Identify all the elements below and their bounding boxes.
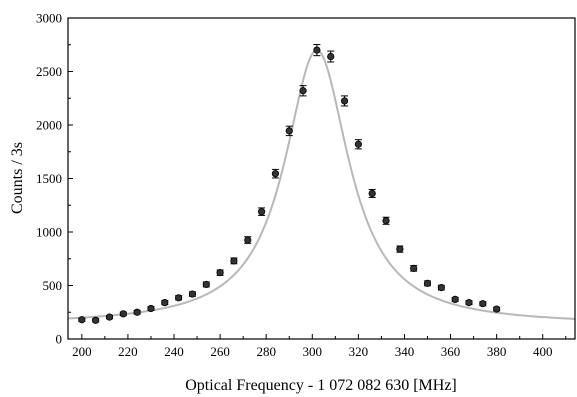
data-point: [479, 300, 487, 308]
data-point: [437, 284, 445, 292]
x-tick-label: 260: [210, 344, 230, 359]
data-marker: [105, 313, 114, 321]
data-point: [313, 44, 321, 57]
y-tick-label: 1500: [36, 171, 62, 186]
data-point: [327, 50, 335, 63]
data-point: [133, 308, 141, 316]
data-marker: [257, 208, 266, 216]
y-tick-label: 2000: [36, 118, 62, 133]
data-point: [230, 257, 238, 265]
x-tick-label: 220: [118, 344, 138, 359]
y-tick-label: 3000: [36, 11, 62, 26]
x-tick-label: 240: [164, 344, 184, 359]
y-axis: 0 500 1000 1500 2000 2500 3000: [36, 11, 73, 347]
data-marker: [396, 245, 404, 253]
y-tick-label: 1000: [36, 225, 62, 240]
data-point: [423, 279, 432, 287]
data-marker: [340, 97, 349, 105]
x-tick-label: 380: [487, 344, 507, 359]
data-point: [465, 299, 473, 307]
data-marker: [327, 52, 335, 61]
data-point: [493, 305, 501, 313]
x-tick-label: 400: [533, 344, 553, 359]
data-marker: [244, 236, 252, 244]
data-points-layer: [78, 44, 501, 324]
data-marker: [147, 304, 155, 313]
fit-curve: [67, 49, 576, 320]
data-marker: [92, 316, 100, 324]
x-axis: 200 220 240 260 280 300 320 340 360 380 400: [72, 334, 567, 359]
data-point: [92, 316, 100, 324]
data-marker: [78, 316, 86, 324]
data-marker: [188, 290, 197, 298]
y-tick-label: 0: [56, 332, 63, 347]
data-marker: [368, 189, 376, 198]
data-marker: [119, 310, 127, 318]
x-tick-label: 280: [256, 344, 276, 359]
data-point: [105, 313, 114, 321]
data-point: [396, 245, 404, 253]
y-axis-title: Counts / 3s: [9, 142, 26, 214]
data-marker: [299, 87, 307, 95]
data-point: [216, 269, 224, 277]
x-axis-title: Optical Frequency - 1 072 082 630 [MHz]: [185, 377, 457, 394]
data-point: [340, 95, 349, 107]
data-point: [188, 290, 197, 298]
data-point: [147, 304, 155, 313]
data-marker: [465, 299, 473, 307]
data-marker: [230, 257, 238, 265]
data-point: [161, 299, 169, 307]
data-point: [78, 316, 86, 324]
data-point: [202, 280, 210, 289]
x-tick-label: 300: [303, 344, 323, 359]
fit-curve-layer: [67, 49, 576, 320]
data-point: [285, 125, 293, 137]
y-tick-label: 2500: [36, 64, 62, 79]
data-marker: [202, 280, 210, 289]
x-tick-label: 340: [395, 344, 415, 359]
data-marker: [451, 295, 459, 304]
data-marker: [493, 305, 501, 313]
y-tick-label: 500: [43, 278, 63, 293]
data-marker: [271, 170, 280, 178]
x-tick-label: 200: [72, 344, 92, 359]
x-tick-label: 320: [349, 344, 369, 359]
x-tick-label: 360: [441, 344, 461, 359]
data-point: [368, 189, 376, 198]
data-point: [244, 236, 252, 244]
data-marker: [410, 264, 418, 272]
data-marker: [285, 127, 293, 135]
data-point: [410, 264, 418, 272]
data-point: [257, 207, 266, 216]
data-point: [299, 85, 307, 97]
data-marker: [437, 284, 445, 292]
data-marker: [354, 140, 362, 148]
plot-frame: [67, 17, 576, 340]
data-marker: [313, 46, 321, 54]
data-point: [382, 216, 390, 225]
data-marker: [216, 269, 224, 277]
data-marker: [133, 308, 141, 316]
data-marker: [479, 300, 487, 308]
data-marker: [175, 294, 183, 302]
data-marker: [161, 299, 169, 307]
data-marker: [423, 279, 432, 287]
data-point: [354, 139, 362, 150]
data-point: [175, 294, 183, 302]
data-point: [119, 310, 127, 318]
data-point: [451, 295, 459, 304]
data-point: [271, 168, 280, 179]
data-marker: [382, 217, 390, 225]
